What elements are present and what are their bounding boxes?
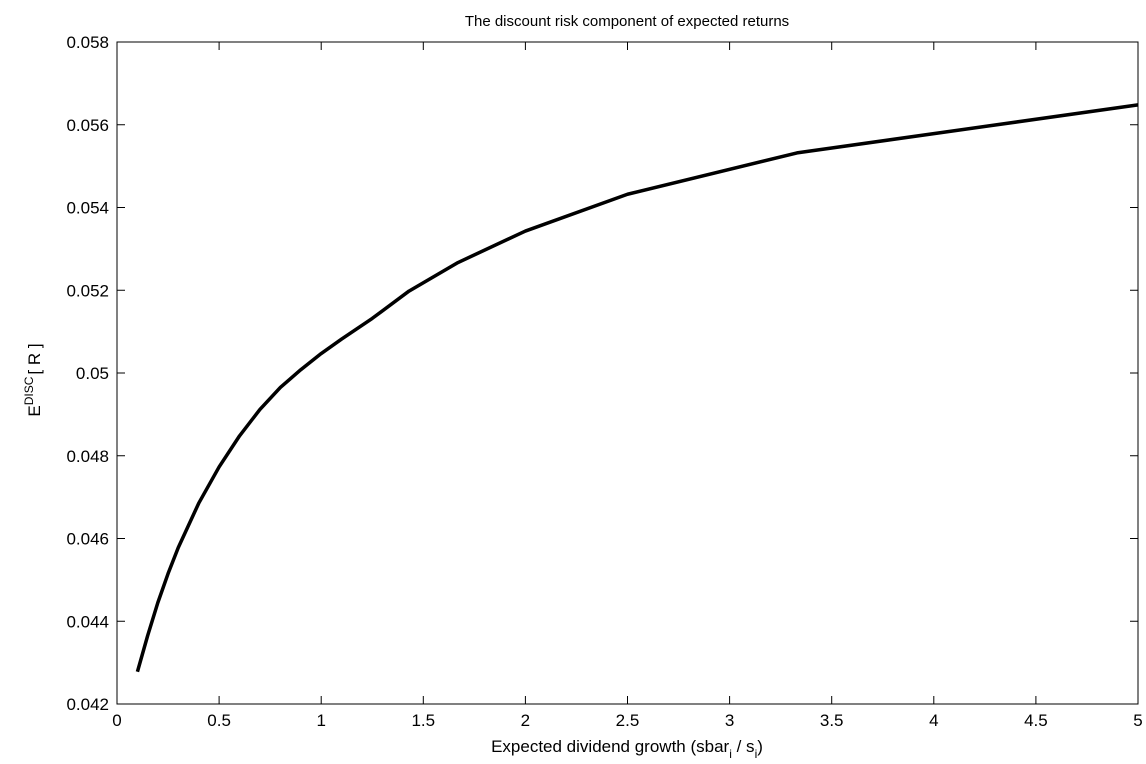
y-tick-label: 0.048 — [66, 447, 109, 466]
series — [135, 103, 1139, 673]
x-tick-label: 4.5 — [1024, 711, 1048, 730]
y-axis-label: EDISC [ R ] — [22, 343, 44, 416]
plot-frame — [116, 41, 1139, 705]
y-tick-label: 0.056 — [66, 116, 109, 135]
y-axis-label-rest: [ R ] — [25, 343, 44, 374]
x-axis-label-sub2: i — [755, 747, 758, 759]
y-axis-label-base: E — [25, 405, 44, 416]
x-axis-label: Expected dividend growth (sbari / si) — [491, 737, 763, 759]
x-axis-label-mid: / s — [732, 737, 755, 756]
x-tick-label: 0 — [112, 711, 121, 730]
x-tick-label: 0.5 — [207, 711, 231, 730]
x-axis-label-main: Expected dividend growth (sbar — [491, 737, 729, 756]
y-tick-label: 0.044 — [66, 612, 109, 631]
series-line-0 — [135, 103, 1139, 673]
x-tick-label: 3 — [725, 711, 734, 730]
x-tick-label: 2 — [521, 711, 530, 730]
axes — [116, 41, 1139, 705]
x-axis-label-end: ) — [757, 737, 763, 756]
y-axis-label-sup: DISC — [22, 376, 36, 405]
ticks: 0 0.5 1 1.5 2 2.5 3 3.5 4 4.5 5 0.042 0.044 0.046 0.04… — [66, 33, 1142, 730]
y-tick-label: 0.05 — [76, 364, 109, 383]
x-tick-label: 2.5 — [616, 711, 640, 730]
x-tick-label: 1.5 — [411, 711, 435, 730]
y-tick-label: 0.042 — [66, 695, 109, 714]
y-tick-label: 0.054 — [66, 199, 109, 218]
x-axis-label-sub1: i — [729, 747, 732, 759]
chart-title: The discount risk component of expected … — [465, 13, 789, 30]
y-tick-label: 0.058 — [66, 33, 109, 52]
x-tick-label: 5 — [1133, 711, 1142, 730]
y-tick-label: 0.052 — [66, 281, 109, 300]
x-tick-label: 4 — [929, 711, 938, 730]
x-tick-label: 3.5 — [820, 711, 844, 730]
x-tick-label: 1 — [316, 711, 325, 730]
y-tick-label: 0.046 — [66, 530, 109, 549]
